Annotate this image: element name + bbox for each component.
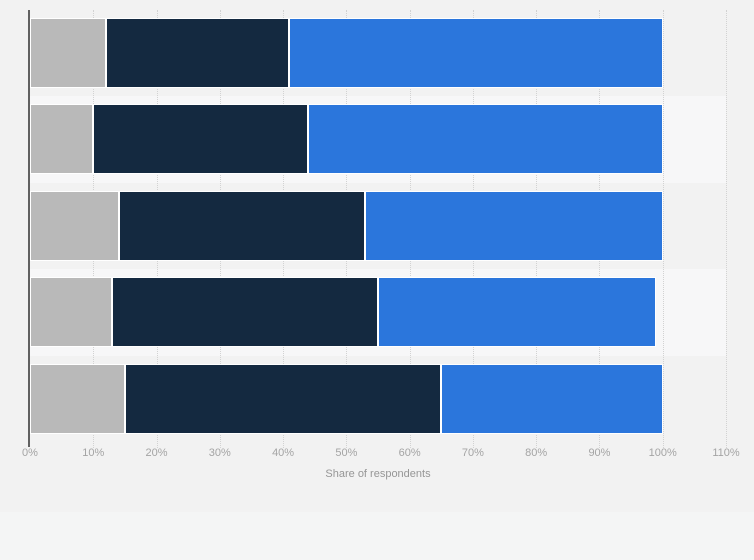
x-tick-label: 90% xyxy=(588,447,611,459)
bar-segment-gray[interactable] xyxy=(30,277,113,348)
bar-row xyxy=(30,190,726,261)
chart-plot-area xyxy=(28,10,727,448)
bar-segment-dark-navy[interactable] xyxy=(112,277,378,348)
bar-row xyxy=(30,277,726,348)
x-tick-label: 110% xyxy=(712,447,740,459)
x-axis-title: Share of respondents xyxy=(325,468,431,480)
grid-line xyxy=(726,10,727,448)
bar-segment-gray[interactable] xyxy=(30,190,119,261)
bar-segment-blue[interactable] xyxy=(441,363,663,434)
x-tick-label: 80% xyxy=(525,447,548,459)
x-tick-label: 10% xyxy=(82,447,105,459)
bar-segment-blue[interactable] xyxy=(289,18,663,88)
x-tick-label: 70% xyxy=(461,447,484,459)
y-axis-line xyxy=(28,10,30,447)
bar-segment-blue[interactable] xyxy=(365,190,663,261)
x-tick-label: 0% xyxy=(22,447,38,459)
x-tick-label: 40% xyxy=(272,447,295,459)
bar-segment-gray[interactable] xyxy=(30,104,94,175)
bar-segment-dark-navy[interactable] xyxy=(105,18,290,88)
bar-segment-blue[interactable] xyxy=(377,277,657,348)
bar-segment-dark-navy[interactable] xyxy=(118,190,366,261)
bar-row xyxy=(30,104,726,175)
bar-row xyxy=(30,363,726,434)
x-tick-label: 50% xyxy=(335,447,358,459)
bar-segment-gray[interactable] xyxy=(30,363,125,434)
bar-segment-blue[interactable] xyxy=(308,104,663,175)
x-tick-label: 30% xyxy=(208,447,231,459)
bar-row xyxy=(30,18,726,88)
x-tick-label: 60% xyxy=(398,447,421,459)
x-tick-label: 20% xyxy=(145,447,168,459)
x-axis-tick-labels: 0% 10% 20% 30% 40% 50% 60% 70% 80% 90% 100% 110% xyxy=(22,447,740,461)
x-tick-label: 100% xyxy=(648,447,677,459)
grid-line xyxy=(662,10,664,448)
bar-segment-gray[interactable] xyxy=(30,18,106,88)
page-footer-strip xyxy=(0,512,754,560)
bar-segment-dark-navy[interactable] xyxy=(124,363,442,434)
bar-segment-dark-navy[interactable] xyxy=(93,104,309,175)
